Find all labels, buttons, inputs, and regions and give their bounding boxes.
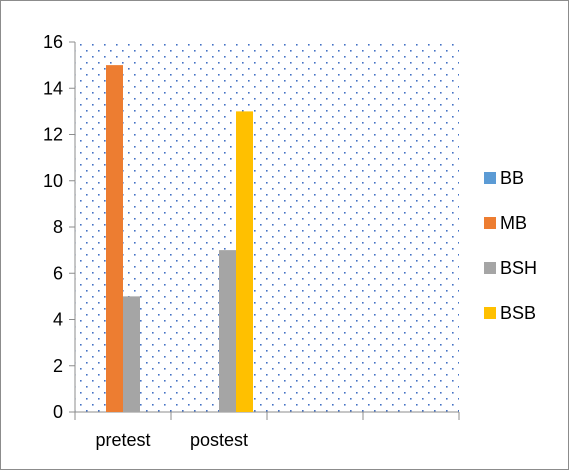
legend-label-bsb: BSB [500,303,536,323]
y-tick-label: 14 [43,78,63,98]
legend-swatch-bsh [484,262,496,274]
x-tick-label: postest [190,430,248,450]
y-tick-label: 10 [43,171,63,191]
y-tick-label: 8 [53,217,63,237]
x-tick-label: pretest [95,430,150,450]
legend: BB MB BSH BSB [484,168,537,323]
bar-bsh-pretest [123,296,140,412]
y-tick-label: 4 [53,310,63,330]
y-tick-labels: 0 2 4 6 8 10 12 14 16 [43,32,63,422]
y-tick-label: 16 [43,32,63,52]
legend-label-bb: BB [500,168,524,188]
y-tick-label: 0 [53,402,63,422]
y-tick-label: 6 [53,263,63,283]
legend-swatch-bb [484,172,496,184]
y-tick-label: 12 [43,125,63,145]
legend-swatch-mb [484,217,496,229]
legend-swatch-bsb [484,307,496,319]
bar-bsh-postest [219,250,236,412]
legend-label-bsh: BSH [500,258,537,278]
bars [106,65,253,412]
bar-bsb-postest [236,111,253,412]
bar-mb-pretest [106,65,123,412]
legend-label-mb: MB [500,213,527,233]
x-tick-labels: pretest postest [95,430,248,450]
y-tick-label: 2 [53,356,63,376]
